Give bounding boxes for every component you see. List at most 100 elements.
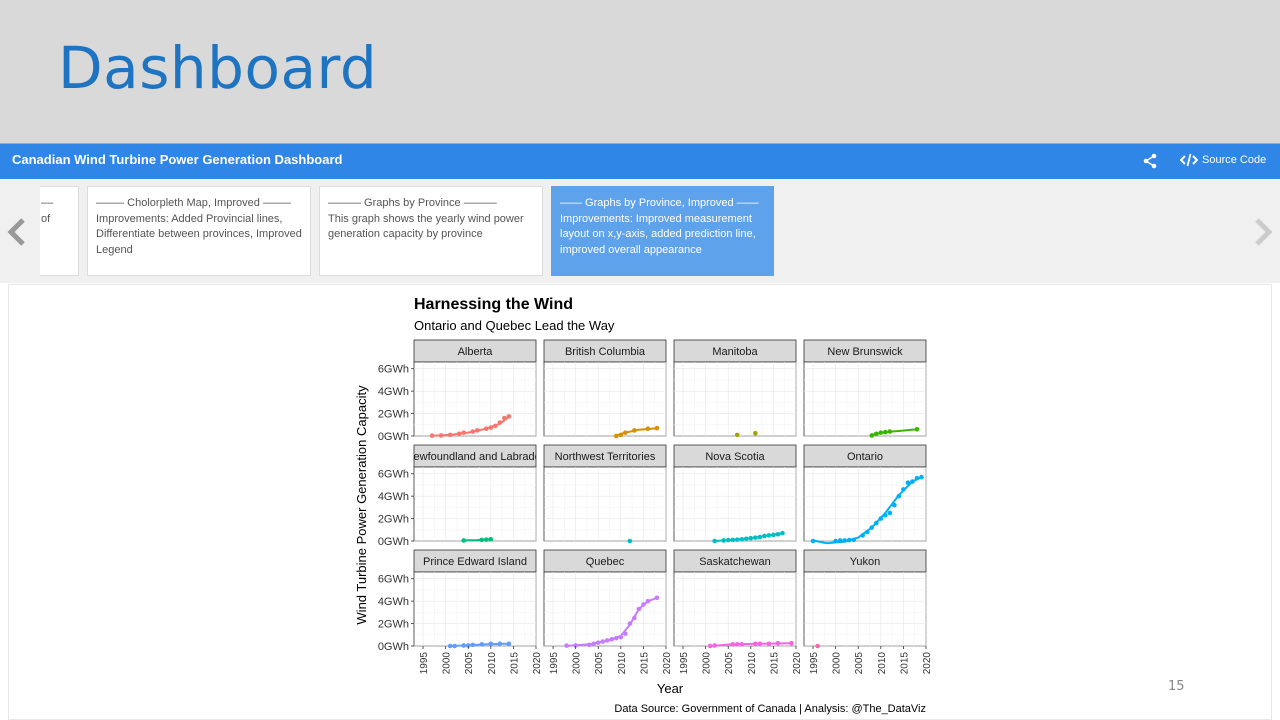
facet-label: Manitoba xyxy=(712,346,758,358)
facet-panel-british-columbia: British Columbia xyxy=(543,339,667,439)
x-tick-label: 2000 xyxy=(702,652,713,675)
data-point xyxy=(914,426,920,432)
data-point xyxy=(721,538,727,543)
code-icon xyxy=(1180,153,1198,167)
data-point xyxy=(851,537,857,543)
data-point xyxy=(623,631,628,636)
data-point xyxy=(488,537,494,542)
y-tick-label: 6GWh xyxy=(378,364,409,376)
data-point xyxy=(479,642,485,647)
data-point xyxy=(502,415,507,421)
data-point xyxy=(748,535,754,541)
data-point xyxy=(461,643,467,648)
dashboard-navbar: Canadian Wind Turbine Power Generation D… xyxy=(0,144,1280,179)
data-point xyxy=(712,538,717,544)
data-point xyxy=(887,510,893,516)
facet-panel-prince-edward-island: Prince Edward Island 0GWh 2GWh 4GWh 6GWh 1995… xyxy=(378,549,543,675)
source-code-link[interactable]: Source Code xyxy=(1180,153,1266,167)
facet-label: British Columbia xyxy=(565,346,646,358)
data-point xyxy=(730,537,736,543)
x-tick-label: 2010 xyxy=(487,652,498,675)
y-tick-label: 2GWh xyxy=(378,409,409,421)
data-point xyxy=(618,432,624,438)
story-card-text: This graph shows the yearly wind power g… xyxy=(328,212,524,241)
data-point xyxy=(461,538,467,543)
data-point xyxy=(654,425,660,431)
chevron-right-icon[interactable] xyxy=(1252,217,1274,247)
dashboard-title: Canadian Wind Turbine Power Generation D… xyxy=(12,152,343,167)
data-point xyxy=(506,414,512,419)
facet-label: Saskatchewan xyxy=(699,556,771,568)
data-point xyxy=(479,537,485,543)
share-icon[interactable] xyxy=(1142,153,1158,169)
data-point xyxy=(878,516,884,521)
y-tick-label: 6GWh xyxy=(378,574,409,586)
story-card-title: –– xyxy=(41,197,54,209)
facet-label: Yukon xyxy=(850,556,881,568)
storyboard: –– of ——– Cholorpleth Map, Improved ——– … xyxy=(0,179,1280,283)
x-tick-label: 2005 xyxy=(464,652,475,675)
data-point xyxy=(497,420,503,425)
facet-panel-nova-scotia: Nova Scotia xyxy=(673,444,797,544)
x-tick-label: 2005 xyxy=(854,652,865,675)
y-tick-label: 0GWh xyxy=(378,641,409,653)
data-point xyxy=(860,533,866,538)
data-point xyxy=(734,537,740,542)
data-point xyxy=(573,643,578,648)
data-point xyxy=(707,643,713,649)
facet-panel-newfoundland-and-labrador: Newfoundland and Labrador 0GWh 2GWh 4GWh 6GW… xyxy=(378,444,537,548)
data-point xyxy=(905,480,911,485)
data-point xyxy=(613,635,619,641)
data-point xyxy=(730,642,736,647)
data-point xyxy=(595,640,601,645)
x-tick-label: 2005 xyxy=(594,652,605,675)
data-point xyxy=(914,475,920,481)
data-point xyxy=(645,598,651,604)
data-point xyxy=(878,430,884,435)
data-point xyxy=(564,643,569,648)
story-card-choropleth-improved[interactable]: ——– Cholorpleth Map, Improved ——– Improv… xyxy=(87,186,311,276)
facet-panel-manitoba: Manitoba xyxy=(673,339,797,438)
data-point xyxy=(618,634,624,640)
source-code-label: Source Code xyxy=(1202,154,1267,166)
data-point xyxy=(753,535,758,540)
data-point xyxy=(465,643,471,648)
data-point xyxy=(887,429,893,434)
data-point xyxy=(604,638,610,643)
data-point xyxy=(766,641,772,647)
story-card-graphs-by-province[interactable]: ——— Graphs by Province ——— This graph sh… xyxy=(319,186,543,276)
data-point xyxy=(869,433,875,438)
data-point xyxy=(483,537,489,542)
story-card-title: ——– Cholorpleth Map, Improved ——– xyxy=(96,197,292,209)
data-point xyxy=(627,621,633,626)
data-point xyxy=(497,641,503,647)
storyboard-fade xyxy=(0,179,40,283)
facet-panel-quebec: Quebec 1995 2000 2005 2010 2015 2020 xyxy=(543,549,673,675)
data-point xyxy=(600,639,606,644)
story-card-graphs-by-province-improved[interactable]: —— Graphs by Province, Improved —— Impro… xyxy=(551,186,774,276)
x-tick-label: 1995 xyxy=(679,652,690,675)
data-point xyxy=(869,525,875,530)
facet-panel-northwest-territories: Northwest Territories xyxy=(543,444,667,544)
x-tick-label: 2020 xyxy=(792,652,803,675)
data-point xyxy=(452,643,457,649)
data-point xyxy=(896,493,902,499)
data-point xyxy=(753,641,758,647)
story-card-title: ——— Graphs by Province ——— xyxy=(328,197,497,209)
data-point xyxy=(775,531,781,537)
story-card-text: Improvements: Improved measurement layou… xyxy=(560,212,756,256)
data-point xyxy=(613,433,619,439)
y-tick-label: 0GWh xyxy=(378,431,409,443)
x-tick-label: 2020 xyxy=(532,652,543,675)
facet-label: Alberta xyxy=(458,346,494,358)
data-point xyxy=(873,520,879,526)
data-point xyxy=(438,433,444,438)
data-point xyxy=(780,530,785,536)
data-point xyxy=(837,538,843,543)
x-tick-label: 2010 xyxy=(747,652,758,675)
data-point xyxy=(846,537,852,543)
facet-label: Quebec xyxy=(586,556,625,568)
chevron-left-icon[interactable] xyxy=(6,217,28,247)
x-tick-label: 2000 xyxy=(442,652,453,675)
data-point xyxy=(739,537,745,542)
